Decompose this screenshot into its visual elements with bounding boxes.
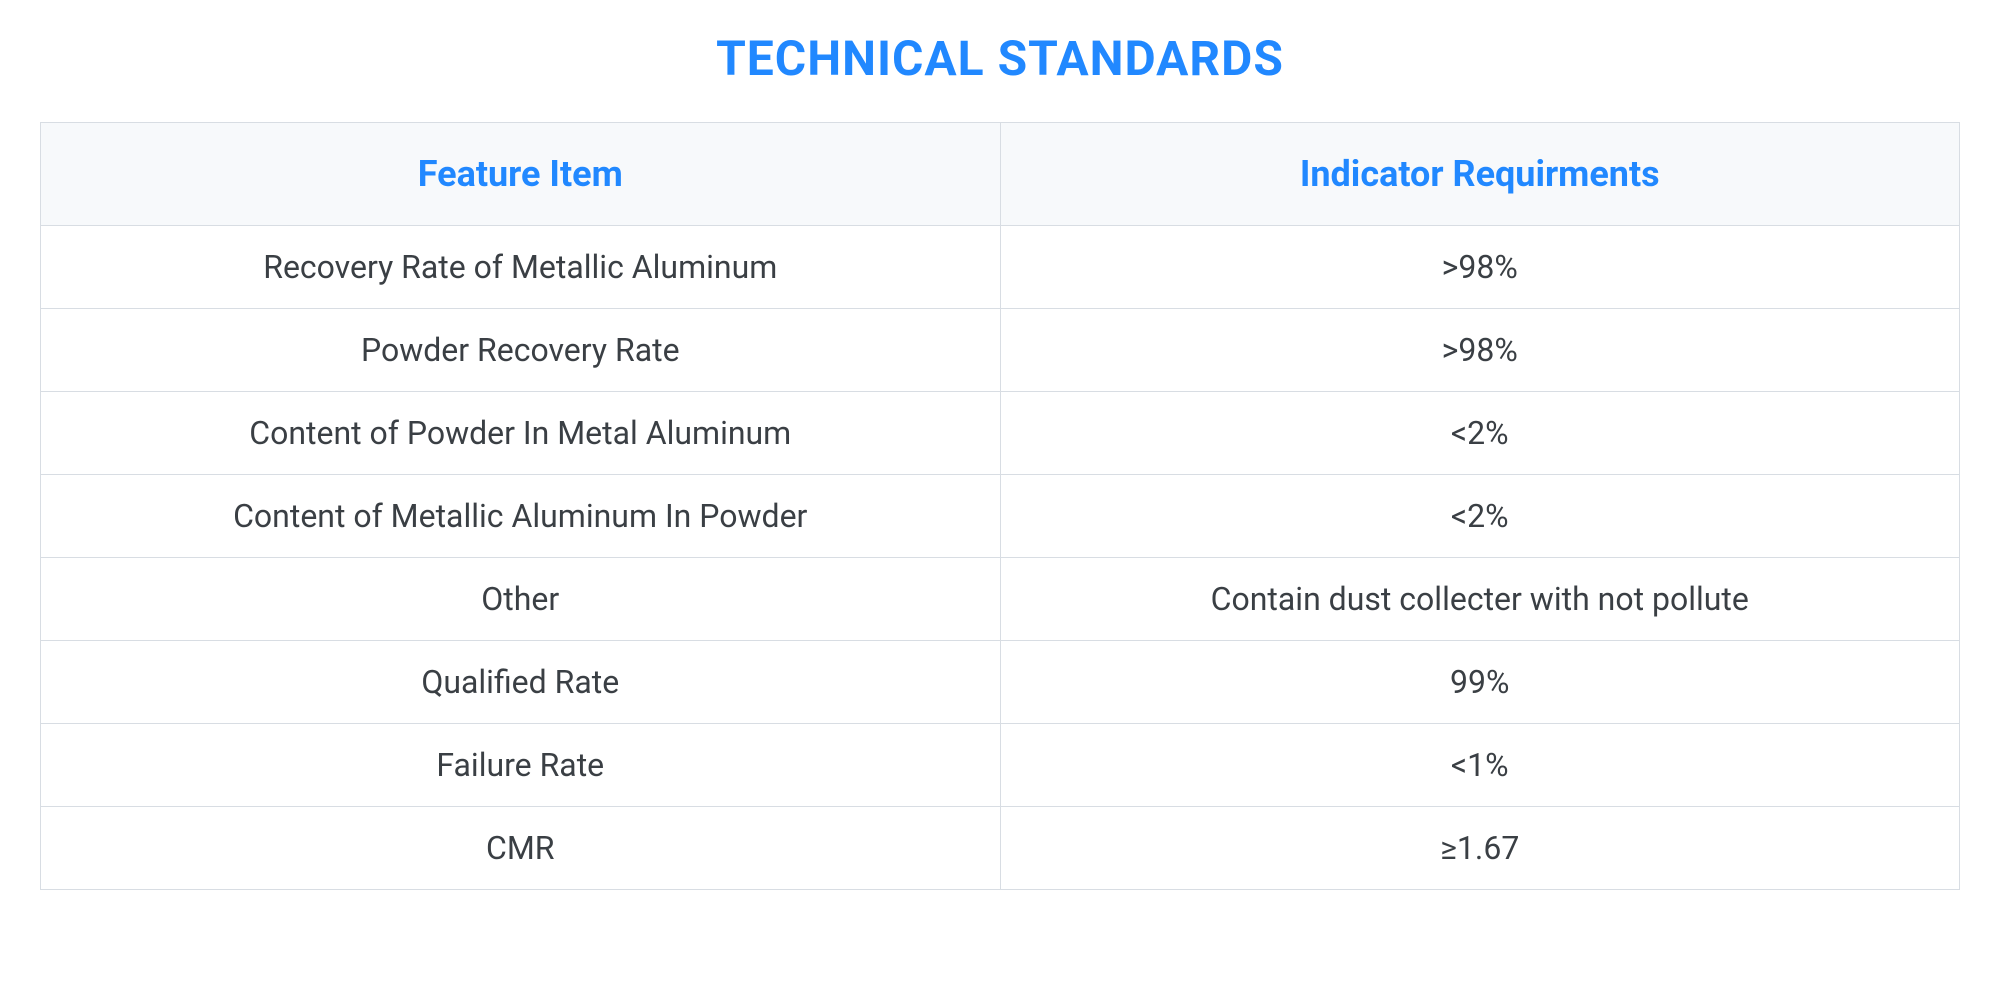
table-row: Content of Metallic Aluminum In Powder <… [41, 475, 1960, 558]
indicator-cell: <1% [1000, 724, 1960, 807]
feature-cell: Failure Rate [41, 724, 1001, 807]
feature-cell: Qualified Rate [41, 641, 1001, 724]
feature-cell: Content of Metallic Aluminum In Powder [41, 475, 1001, 558]
feature-cell: Content of Powder In Metal Aluminum [41, 392, 1001, 475]
table-row: Powder Recovery Rate >98% [41, 309, 1960, 392]
feature-cell: Other [41, 558, 1001, 641]
indicator-cell: 99% [1000, 641, 1960, 724]
feature-cell: Recovery Rate of Metallic Aluminum [41, 226, 1001, 309]
table-header-row: Feature Item Indicator Requirments [41, 123, 1960, 226]
indicator-cell: <2% [1000, 475, 1960, 558]
feature-cell: Powder Recovery Rate [41, 309, 1001, 392]
table-row: CMR ≥1.67 [41, 807, 1960, 890]
table-row: Failure Rate <1% [41, 724, 1960, 807]
indicator-cell: >98% [1000, 226, 1960, 309]
indicator-cell: Contain dust collecter with not pollute [1000, 558, 1960, 641]
indicator-cell: <2% [1000, 392, 1960, 475]
table-row: Content of Powder In Metal Aluminum <2% [41, 392, 1960, 475]
feature-cell: CMR [41, 807, 1001, 890]
indicator-cell: >98% [1000, 309, 1960, 392]
table-row: Recovery Rate of Metallic Aluminum >98% [41, 226, 1960, 309]
table-row: Qualified Rate 99% [41, 641, 1960, 724]
page-title: TECHNICAL STANDARDS [40, 30, 1960, 87]
column-header-feature: Feature Item [41, 123, 1001, 226]
table-row: Other Contain dust collecter with not po… [41, 558, 1960, 641]
technical-standards-table: Feature Item Indicator Requirments Recov… [40, 122, 1960, 890]
indicator-cell: ≥1.67 [1000, 807, 1960, 890]
column-header-indicator: Indicator Requirments [1000, 123, 1960, 226]
